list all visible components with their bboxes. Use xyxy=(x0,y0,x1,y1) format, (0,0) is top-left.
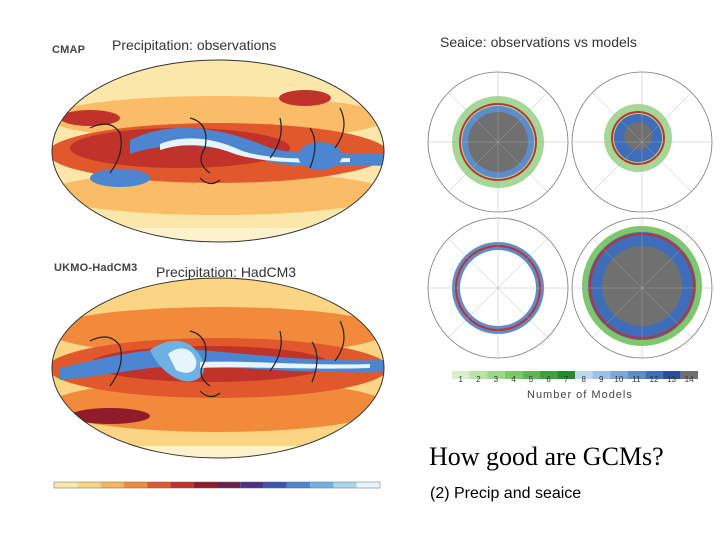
seaice-legend-swatch xyxy=(575,371,593,379)
seaice-legend-swatch xyxy=(487,371,505,379)
arctic-models-map xyxy=(571,71,713,213)
antarctic-models-map xyxy=(571,217,713,359)
seaice-legend-swatch xyxy=(627,371,646,379)
seaice-title: Seaice: observations vs models xyxy=(440,34,637,50)
seaice-legend-value: 12 xyxy=(649,375,659,384)
cmap-precip-map xyxy=(50,58,386,244)
arctic-observations-map xyxy=(427,71,569,213)
seaice-legend-value: 4 xyxy=(511,375,516,384)
slide-subtitle: (2) Precip and seaice xyxy=(430,485,582,502)
seaice-legend-value: 8 xyxy=(581,375,586,384)
seaice-legend-value: 9 xyxy=(599,375,604,384)
seaice-legend-value: 5 xyxy=(528,375,534,384)
precip-colorbar-swatch xyxy=(193,482,217,488)
seaice-legend-value: 1 xyxy=(458,375,463,384)
seaice-legend-swatch xyxy=(539,371,558,379)
hadcm3-logo: UKMO-HadCM3 xyxy=(54,262,138,274)
precip-colorbar-outline xyxy=(53,481,381,489)
seaice-legend-value: 11 xyxy=(632,375,641,384)
antarctic-observations-map xyxy=(427,217,569,359)
precip-colorbar xyxy=(52,478,382,494)
seaice-legend-swatch xyxy=(645,371,663,379)
precip-colorbar-swatch xyxy=(333,482,357,488)
seaice-legend-value: 7 xyxy=(563,375,569,384)
seaice-legend-swatch xyxy=(452,371,470,379)
seaice-legend-value: 2 xyxy=(476,375,481,384)
precip-colorbar-swatch xyxy=(170,482,194,488)
seaice-legend-numbers: 1 2 3 4 5 6 7 8 9 10 11 12 13 14 xyxy=(452,375,698,385)
seaice-legend-swatch xyxy=(469,371,488,379)
hadcm3-precip-map xyxy=(50,276,386,460)
seaice-legend-value: 13 xyxy=(667,375,676,384)
precip-colorbar-swatch xyxy=(77,482,101,488)
precip-colorbar-swatch xyxy=(310,482,334,488)
precip-colorbar-swatch xyxy=(356,482,380,488)
seaice-legend-swatch xyxy=(522,371,540,379)
seaice-legend-swatch xyxy=(662,371,681,379)
seaice-legend-value: 14 xyxy=(684,375,694,384)
seaice-legend-value: 3 xyxy=(493,375,499,384)
precip-colorbar-swatch xyxy=(217,482,241,488)
precip-colorbar-swatch xyxy=(147,482,171,488)
seaice-legend-swatch xyxy=(610,371,628,379)
cmap-logo: CMAP xyxy=(52,44,86,56)
precip-colorbar-swatch xyxy=(286,482,311,488)
cmap-map-title: Precipitation: observations xyxy=(112,37,277,53)
seaice-maps xyxy=(426,70,716,360)
precip-colorbar-swatch xyxy=(100,482,124,488)
seaice-legend-swatch xyxy=(504,371,523,379)
seaice-legend-value: 10 xyxy=(614,375,624,384)
seaice-legend-value: 6 xyxy=(546,375,551,384)
slide-title: How good are GCMs? xyxy=(429,442,664,471)
seaice-legend-swatch xyxy=(592,371,611,379)
seaice-legend-bar xyxy=(452,366,698,379)
seaice-legend-swatch xyxy=(557,371,575,379)
precip-colorbar-swatch xyxy=(54,482,78,488)
precip-colorbar-swatch xyxy=(240,482,264,488)
precip-colorbar-swatch xyxy=(263,482,287,488)
precip-colorbar-swatch xyxy=(123,482,148,488)
seaice-legend-caption: Number of Models xyxy=(527,389,633,401)
hadcm3-map-title: Precipitation: HadCM3 xyxy=(156,264,297,280)
seaice-legend-swatch xyxy=(680,371,698,379)
